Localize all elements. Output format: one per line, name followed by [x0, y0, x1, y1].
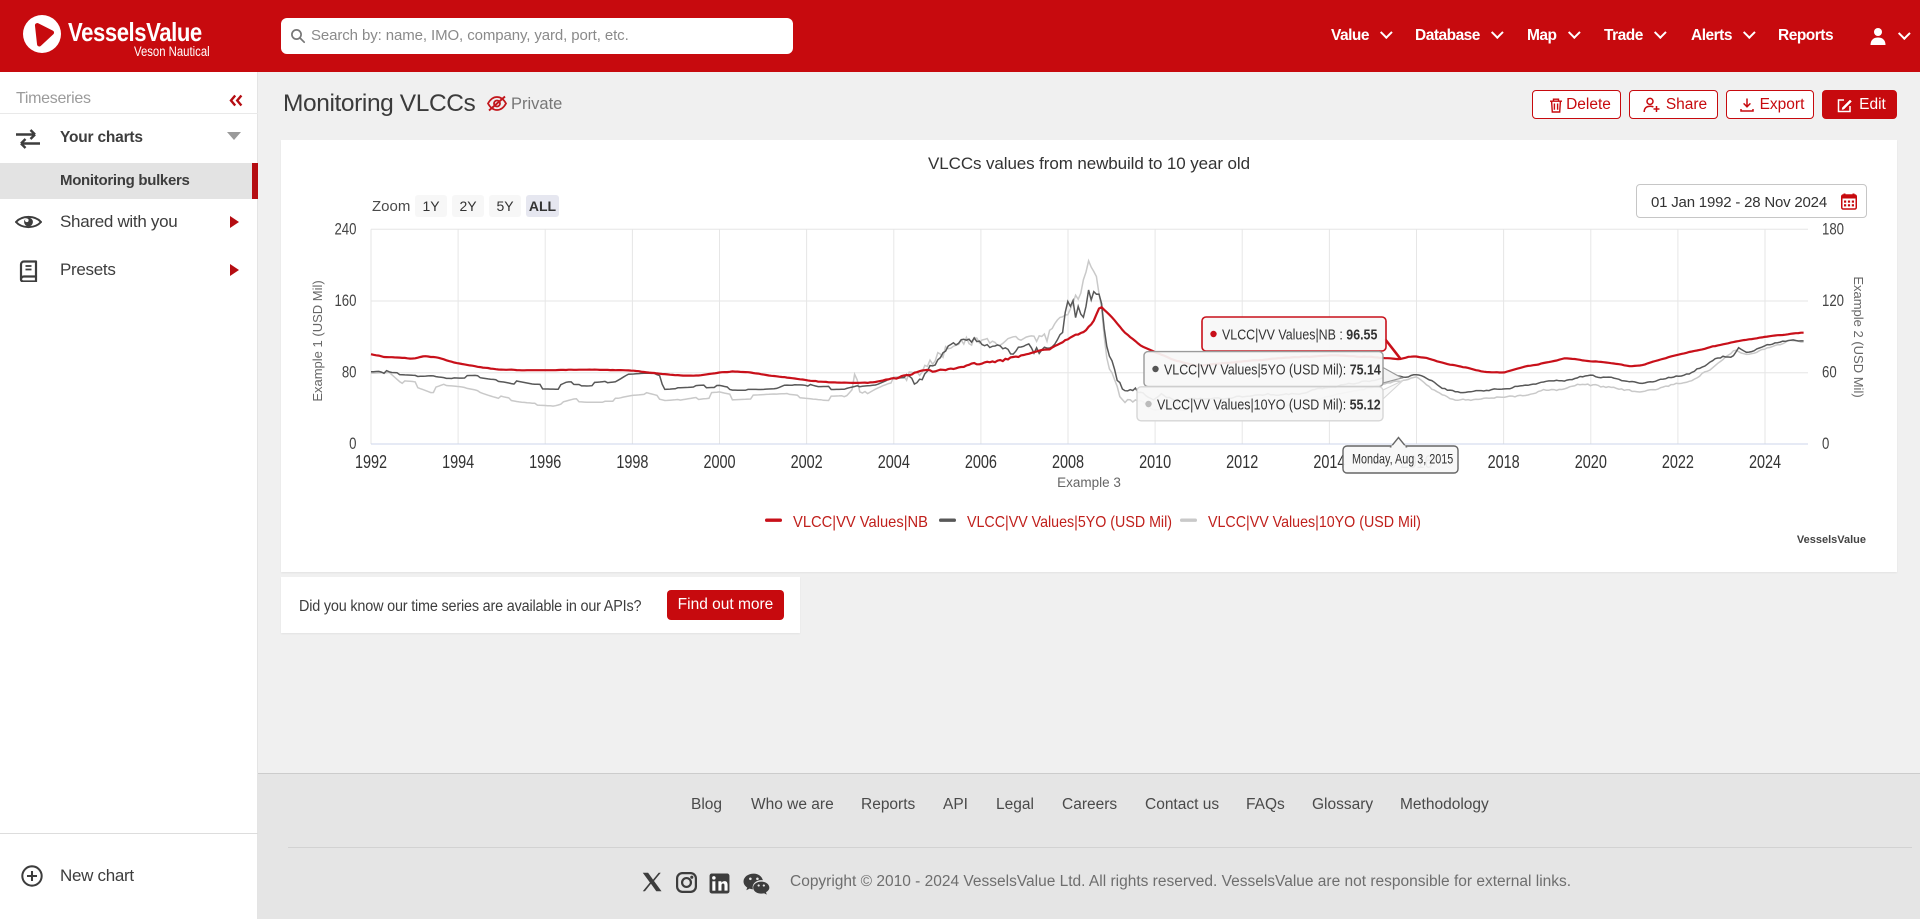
- svg-text:80: 80: [342, 363, 357, 382]
- svg-text:VLCC|VV Values|10YO (USD Mil):: VLCC|VV Values|10YO (USD Mil): 55.12: [1157, 397, 1381, 413]
- svg-text:2014: 2014: [1313, 451, 1345, 472]
- svg-text:2004: 2004: [878, 451, 910, 472]
- svg-text:VLCC|VV Values|5YO (USD Mil):: VLCC|VV Values|5YO (USD Mil): 75.14: [1164, 362, 1381, 378]
- svg-text:180: 180: [1822, 220, 1844, 239]
- svg-text:2018: 2018: [1488, 451, 1520, 472]
- svg-text:VLCC|VV Values|10YO (USD Mil): VLCC|VV Values|10YO (USD Mil): [1208, 515, 1421, 532]
- svg-text:0: 0: [349, 435, 356, 454]
- svg-text:VLCC|VV Values|NB: VLCC|VV Values|NB: [793, 514, 928, 531]
- svg-text:VesselsValue: VesselsValue: [1797, 534, 1866, 546]
- svg-text:0: 0: [1822, 435, 1829, 454]
- svg-text:Example 2 (USD Mil): Example 2 (USD Mil): [1851, 276, 1866, 397]
- svg-text:2020: 2020: [1575, 451, 1607, 472]
- svg-text:2012: 2012: [1226, 451, 1258, 472]
- svg-text:Example 1 (USD Mil): Example 1 (USD Mil): [310, 280, 325, 401]
- svg-text:Monday, Aug 3, 2015: Monday, Aug 3, 2015: [1352, 451, 1453, 466]
- svg-text:2022: 2022: [1662, 451, 1694, 472]
- svg-text:240: 240: [334, 220, 356, 239]
- svg-text:120: 120: [1822, 292, 1844, 311]
- svg-text:VLCC|VV Values|NB : 96.55: VLCC|VV Values|NB : 96.55: [1222, 327, 1378, 343]
- svg-text:60: 60: [1822, 363, 1837, 382]
- svg-text:VLCC|VV Values|5YO (USD Mil): VLCC|VV Values|5YO (USD Mil): [967, 515, 1172, 532]
- svg-text:1998: 1998: [616, 451, 648, 472]
- svg-text:1992: 1992: [355, 451, 387, 472]
- svg-text:2008: 2008: [1052, 451, 1084, 472]
- svg-text:160: 160: [334, 292, 356, 311]
- svg-text:2010: 2010: [1139, 451, 1171, 472]
- svg-text:2002: 2002: [791, 451, 823, 472]
- svg-text:2000: 2000: [703, 451, 735, 472]
- svg-text:1994: 1994: [442, 451, 474, 472]
- svg-text:2006: 2006: [965, 451, 997, 472]
- svg-text:1996: 1996: [529, 451, 561, 472]
- svg-text:Example 3: Example 3: [1057, 475, 1121, 490]
- svg-text:2024: 2024: [1749, 451, 1781, 472]
